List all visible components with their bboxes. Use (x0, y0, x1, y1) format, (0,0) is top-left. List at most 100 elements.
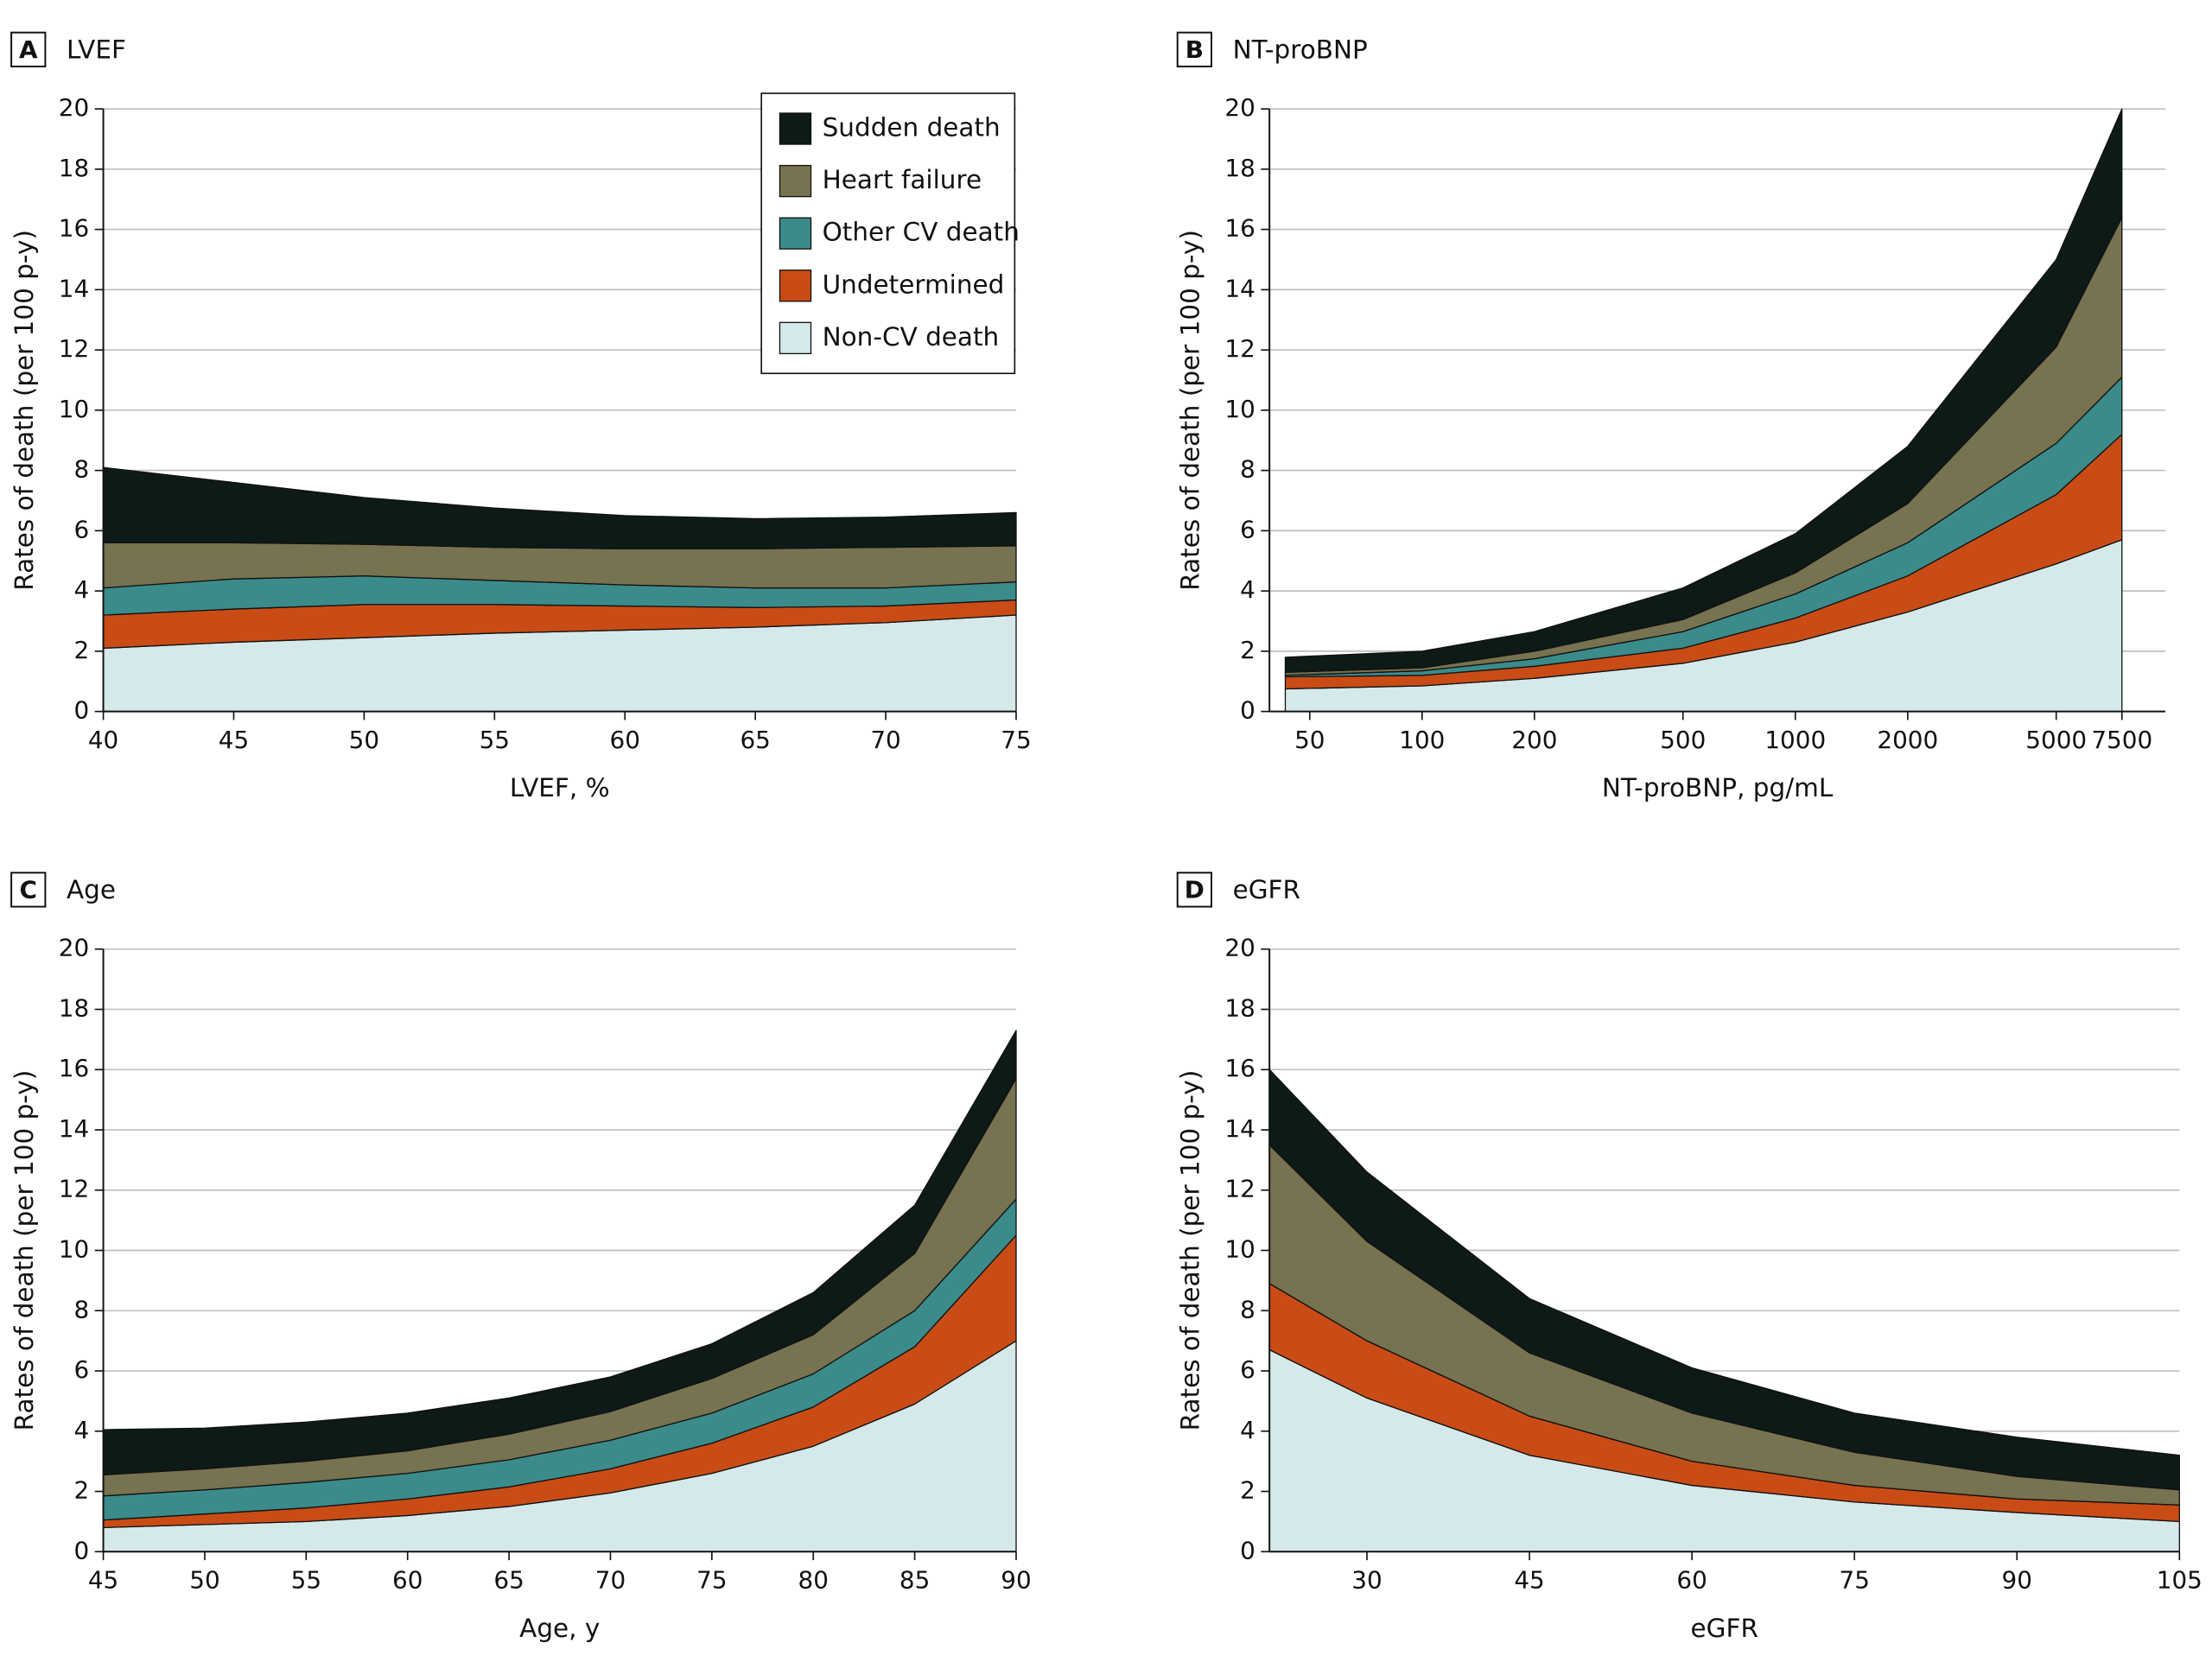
x-tick-label: 90 (2002, 1566, 2032, 1595)
y-tick-label: 8 (73, 1295, 89, 1323)
legend-label: Undetermined (823, 270, 1005, 299)
x-axis-label: Age, y (519, 1614, 600, 1643)
x-tick-label: 60 (610, 726, 640, 754)
legend-swatch (779, 270, 812, 302)
y-tick-label: 10 (1224, 1235, 1255, 1264)
panel-label: C (20, 876, 37, 904)
y-tick-label: 0 (73, 696, 89, 725)
x-tick-label: 45 (88, 1566, 118, 1595)
y-axis-label: Rates of death (per 100 p-y) (1176, 1070, 1205, 1431)
y-tick-label: 6 (1240, 515, 1255, 543)
panel-label-box (1176, 31, 1213, 67)
y-tick-label: 8 (1240, 455, 1255, 484)
legend-label: Non-CV death (823, 322, 1000, 352)
x-tick-label: 7500 (2091, 726, 2152, 754)
area (102, 1030, 1017, 1476)
chart-title: Age (67, 875, 116, 904)
x-tick-label: 80 (798, 1566, 829, 1595)
y-tick-label: 14 (59, 274, 89, 302)
panel-label-box (1176, 872, 1213, 908)
x-tick-label: 70 (595, 1566, 626, 1595)
x-tick-label: 1000 (1764, 726, 1826, 754)
y-tick-label: 18 (59, 154, 89, 182)
x-tick-label: 70 (870, 726, 900, 754)
x-tick-label: 45 (1514, 1566, 1544, 1595)
panel-label: D (1185, 876, 1205, 904)
legend-label: Other CV death (823, 218, 1020, 247)
panel-label-box (10, 872, 47, 908)
y-tick-label: 14 (59, 1114, 89, 1143)
x-tick-label: 60 (1676, 1566, 1707, 1595)
x-tick-label: 55 (480, 726, 510, 754)
y-tick-label: 16 (1224, 1054, 1255, 1082)
panel-label: B (1185, 35, 1204, 64)
legend-swatch (779, 321, 812, 355)
x-tick-label: 75 (1001, 726, 1031, 754)
y-axis-label: Rates of death (per 100 p-y) (10, 230, 39, 591)
x-tick-label: 65 (740, 726, 770, 754)
area (1268, 1069, 2180, 1491)
y-tick-label: 18 (1224, 154, 1255, 182)
x-tick-label: 50 (1294, 726, 1325, 754)
x-tick-label: 50 (349, 726, 379, 754)
x-tick-label: 85 (899, 1566, 930, 1595)
x-tick-label: 75 (1839, 1566, 1869, 1595)
y-tick-label: 8 (73, 455, 89, 484)
panel-label-box (10, 31, 47, 67)
y-tick-label: 4 (73, 1416, 89, 1444)
y-tick-label: 2 (73, 636, 89, 664)
y-tick-label: 12 (59, 334, 89, 363)
y-tick-label: 6 (1240, 1355, 1255, 1384)
panel-label: A (19, 35, 38, 64)
x-axis-label: eGFR (1691, 1614, 1758, 1643)
x-tick-label: 2000 (1877, 726, 1938, 754)
x-tick-label: 105 (2157, 1566, 2202, 1595)
x-tick-label: 50 (189, 1566, 219, 1595)
x-tick-label: 65 (493, 1566, 524, 1595)
x-tick-label: 45 (219, 726, 249, 754)
y-tick-label: 2 (1240, 1476, 1255, 1505)
legend-label: Sudden death (823, 113, 1001, 143)
y-tick-label: 0 (73, 1536, 89, 1564)
y-tick-label: 4 (1240, 1416, 1255, 1444)
y-tick-label: 2 (73, 1476, 89, 1505)
y-tick-label: 12 (1224, 1175, 1255, 1203)
y-tick-label: 20 (1224, 934, 1255, 962)
y-tick-label: 12 (59, 1175, 89, 1203)
y-tick-label: 4 (1240, 575, 1255, 604)
y-tick-label: 14 (1224, 274, 1255, 302)
y-tick-label: 10 (59, 395, 89, 423)
legend-label: Heart failure (823, 165, 982, 194)
y-tick-label: 18 (1224, 993, 1255, 1022)
legend-swatch (779, 164, 812, 198)
area (102, 466, 1017, 549)
y-tick-label: 12 (1224, 334, 1255, 363)
chart-title: eGFR (1233, 875, 1300, 904)
y-tick-label: 6 (73, 1355, 89, 1384)
legend-swatch (779, 112, 812, 145)
chart-title: LVEF (67, 35, 126, 64)
y-tick-label: 8 (1240, 1295, 1255, 1323)
x-tick-label: 75 (696, 1566, 727, 1595)
y-axis-label: Rates of death (per 100 p-y) (1176, 230, 1205, 591)
y-tick-label: 10 (59, 1235, 89, 1264)
y-tick-label: 0 (1240, 696, 1255, 725)
y-tick-label: 10 (1224, 395, 1255, 423)
y-tick-label: 20 (1224, 93, 1255, 122)
y-tick-label: 18 (59, 993, 89, 1022)
y-tick-label: 14 (1224, 1114, 1255, 1143)
y-tick-label: 0 (1240, 1536, 1255, 1564)
x-tick-label: 100 (1399, 726, 1445, 754)
x-axis-label: LVEF, % (510, 773, 610, 802)
x-tick-label: 500 (1660, 726, 1706, 754)
y-tick-label: 20 (59, 93, 89, 122)
x-tick-label: 200 (1511, 726, 1557, 754)
x-tick-label: 55 (291, 1566, 321, 1595)
x-tick-label: 40 (88, 726, 118, 754)
y-tick-label: 16 (1224, 214, 1255, 243)
y-tick-label: 4 (73, 575, 89, 604)
legend-swatch (779, 217, 812, 250)
x-axis-label: NT-proBNP, pg/mL (1602, 773, 1834, 802)
